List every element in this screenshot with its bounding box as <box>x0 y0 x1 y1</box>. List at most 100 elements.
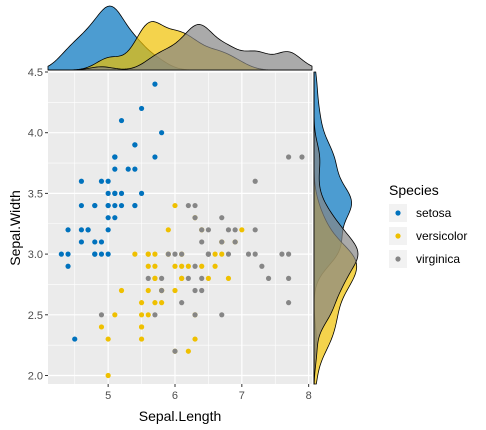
point-versicolor <box>152 300 158 306</box>
point-virginica <box>219 215 225 221</box>
y-tick-label: 3.5 <box>28 188 43 200</box>
grid-lines <box>48 71 312 384</box>
point-versicolor <box>145 251 151 257</box>
point-virginica <box>192 202 198 209</box>
point-setosa <box>65 263 71 269</box>
point-virginica <box>299 154 305 160</box>
point-setosa <box>138 105 145 112</box>
point-versicolor <box>138 312 145 318</box>
point-versicolor <box>105 336 111 342</box>
point-setosa <box>132 142 138 148</box>
legend-key-setosa <box>395 210 401 216</box>
point-virginica <box>225 251 232 257</box>
point-setosa <box>65 251 71 257</box>
point-virginica <box>192 263 198 269</box>
y-axis-title: Sepal.Width <box>7 190 23 265</box>
y-axis-ticks: 2.0 2.5 3.0 3.5 4.0 4.5 <box>28 67 48 383</box>
point-virginica <box>225 227 232 233</box>
point-setosa <box>152 154 158 160</box>
y-tick-label: 2.5 <box>28 310 43 322</box>
point-setosa <box>72 336 78 342</box>
point-setosa <box>78 239 85 245</box>
point-versicolor <box>225 275 232 281</box>
point-versicolor <box>172 287 178 294</box>
legend: Species setosa versicolor virginica <box>389 182 467 268</box>
point-versicolor <box>145 287 151 294</box>
point-setosa <box>105 190 111 197</box>
point-setosa <box>118 202 125 209</box>
point-versicolor <box>138 336 145 342</box>
point-versicolor <box>152 275 158 281</box>
point-virginica <box>286 251 292 257</box>
y-tick-label: 3.0 <box>28 249 43 261</box>
point-versicolor <box>185 348 191 354</box>
plot-panel <box>48 72 312 384</box>
point-setosa <box>98 178 105 184</box>
point-versicolor <box>98 324 105 330</box>
point-versicolor <box>105 372 111 379</box>
point-virginica <box>219 239 225 245</box>
point-virginica <box>179 251 185 257</box>
point-virginica <box>185 202 191 209</box>
point-setosa <box>92 251 98 257</box>
point-setosa <box>112 190 118 197</box>
point-virginica <box>192 287 198 294</box>
top-marginal-density <box>47 5 313 71</box>
point-versicolor <box>179 263 185 269</box>
point-virginica <box>286 154 292 160</box>
point-versicolor <box>145 312 151 318</box>
point-setosa <box>138 190 145 197</box>
point-virginica <box>199 275 205 281</box>
point-setosa <box>159 130 165 136</box>
point-virginica <box>165 251 171 257</box>
point-versicolor <box>112 312 118 318</box>
point-versicolor <box>159 300 165 306</box>
x-axis-title: Sepal.Length <box>139 408 222 424</box>
point-setosa <box>132 166 138 172</box>
x-tick-label: 7 <box>239 390 245 402</box>
legend-label-virginica: virginica <box>416 252 460 266</box>
point-virginica <box>245 251 252 257</box>
point-virginica <box>172 251 178 257</box>
x-tick-label: 6 <box>172 390 178 402</box>
point-virginica <box>205 227 212 233</box>
point-setosa <box>118 117 125 124</box>
point-setosa <box>112 202 118 209</box>
point-versicolor <box>138 300 145 306</box>
point-versicolor <box>118 287 125 294</box>
point-virginica <box>179 300 185 306</box>
point-virginica <box>205 251 212 257</box>
point-versicolor <box>185 263 191 269</box>
y-tick-label: 4.0 <box>28 128 43 140</box>
point-virginica <box>185 275 191 281</box>
point-versicolor <box>212 263 218 269</box>
legend-key-virginica <box>395 256 401 262</box>
right-density-virginica <box>313 72 359 385</box>
point-versicolor <box>219 251 225 257</box>
point-virginica <box>192 312 198 318</box>
legend-label-versicolor: versicolor <box>416 229 467 243</box>
point-versicolor <box>212 251 218 257</box>
point-virginica <box>159 275 165 281</box>
x-tick-label: 5 <box>105 390 111 402</box>
point-versicolor <box>205 275 212 281</box>
point-setosa <box>105 178 111 184</box>
point-virginica <box>259 263 265 269</box>
y-tick-label: 2.0 <box>28 371 43 383</box>
point-versicolor <box>179 275 185 281</box>
point-virginica <box>286 275 292 281</box>
point-setosa <box>105 202 111 209</box>
point-setosa <box>112 166 118 172</box>
point-virginica <box>232 239 238 245</box>
point-versicolor <box>152 263 158 269</box>
point-setosa <box>78 227 85 233</box>
point-setosa <box>132 202 138 209</box>
point-setosa <box>98 251 105 257</box>
x-tick-label: 8 <box>306 390 312 402</box>
point-virginica <box>265 275 272 281</box>
point-virginica <box>145 275 151 281</box>
point-versicolor <box>199 263 205 269</box>
point-virginica <box>98 312 105 318</box>
right-marginal-density <box>313 71 359 385</box>
